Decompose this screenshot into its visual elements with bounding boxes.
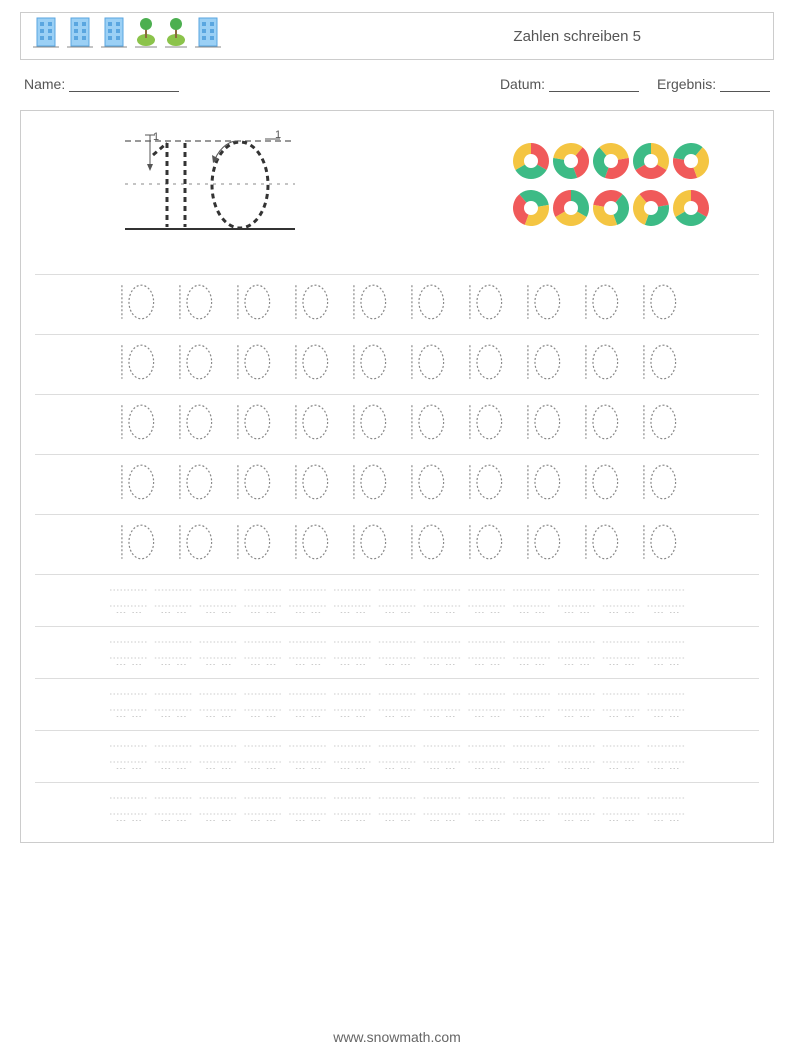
trace-digit[interactable] (172, 402, 216, 442)
trace-digit[interactable] (346, 402, 390, 442)
trace-digit[interactable] (636, 462, 680, 502)
trace-digit[interactable] (404, 462, 448, 502)
trace-digit[interactable] (230, 522, 274, 562)
trace-digit[interactable] (520, 402, 564, 442)
stroke-diagram: 1 1 (105, 129, 305, 244)
worksheet-title: Zahlen schreiben 5 (513, 28, 761, 45)
trace-digit[interactable] (172, 522, 216, 562)
trace-digit[interactable] (230, 342, 274, 382)
trace-digit[interactable] (230, 462, 274, 502)
trace-digit[interactable] (520, 522, 564, 562)
practice-row-small (35, 678, 759, 730)
date-blank[interactable] (549, 78, 639, 92)
footer-url: www.snowmath.com (0, 1029, 794, 1045)
trace-digit[interactable] (346, 462, 390, 502)
trace-digit[interactable] (404, 402, 448, 442)
svg-text:1: 1 (153, 131, 159, 143)
donut-counter-icon (513, 190, 549, 226)
tree-1-icon (135, 14, 157, 48)
trace-digit[interactable] (346, 282, 390, 322)
donut-counters (513, 143, 709, 231)
building-3-icon (101, 14, 127, 48)
header-box: Zahlen schreiben 5 (20, 12, 774, 60)
donut-counter-icon (593, 190, 629, 226)
trace-digit[interactable] (288, 282, 332, 322)
guide-row[interactable] (106, 634, 688, 666)
trace-digit[interactable] (578, 282, 622, 322)
trace-digit[interactable] (346, 522, 390, 562)
practice-row-small (35, 782, 759, 834)
trace-digit[interactable] (230, 282, 274, 322)
donut-counter-icon (673, 190, 709, 226)
practice-row-large (35, 514, 759, 574)
trace-digit[interactable] (114, 342, 158, 382)
donut-counter-icon (593, 143, 629, 179)
practice-row-large (35, 274, 759, 334)
building-4-icon (195, 14, 221, 48)
score-label: Ergebnis: (657, 76, 770, 92)
trace-digit[interactable] (636, 342, 680, 382)
practice-row-large (35, 394, 759, 454)
donut-counter-icon (633, 143, 669, 179)
practice-rows (35, 274, 759, 834)
trace-digit[interactable] (462, 462, 506, 502)
trace-digit[interactable] (462, 402, 506, 442)
name-label: Name: (24, 76, 179, 92)
trace-digit[interactable] (346, 342, 390, 382)
trace-digit[interactable] (404, 342, 448, 382)
trace-digit[interactable] (172, 282, 216, 322)
building-2-icon (67, 14, 93, 48)
name-blank[interactable] (69, 78, 179, 92)
trace-digit[interactable] (288, 522, 332, 562)
building-1-icon (33, 14, 59, 48)
meta-row: Name: Datum: Ergebnis: (24, 76, 770, 92)
trace-digit[interactable] (578, 462, 622, 502)
practice-row-large (35, 454, 759, 514)
trace-digit[interactable] (288, 402, 332, 442)
guide-row[interactable] (106, 686, 688, 718)
trace-digit[interactable] (114, 402, 158, 442)
trace-digit[interactable] (520, 282, 564, 322)
trace-digit[interactable] (636, 522, 680, 562)
guide-row[interactable] (106, 582, 688, 614)
worksheet-area: 1 1 (20, 110, 774, 843)
trace-digit[interactable] (520, 342, 564, 382)
donut-counter-icon (513, 143, 549, 179)
trace-digit[interactable] (404, 522, 448, 562)
trace-digit[interactable] (172, 342, 216, 382)
donut-counter-icon (553, 190, 589, 226)
trace-digit[interactable] (288, 342, 332, 382)
trace-digit[interactable] (114, 462, 158, 502)
practice-row-small (35, 574, 759, 626)
trace-digit[interactable] (462, 522, 506, 562)
score-blank[interactable] (720, 78, 770, 92)
trace-digit[interactable] (462, 342, 506, 382)
trace-digit[interactable] (288, 462, 332, 502)
trace-digit[interactable] (636, 282, 680, 322)
trace-digit[interactable] (404, 282, 448, 322)
donut-counter-icon (633, 190, 669, 226)
trace-digit[interactable] (578, 402, 622, 442)
trace-digit[interactable] (462, 282, 506, 322)
guide-row[interactable] (106, 738, 688, 770)
trace-digit[interactable] (114, 282, 158, 322)
trace-digit[interactable] (578, 342, 622, 382)
tree-2-icon (165, 14, 187, 48)
donut-counter-icon (673, 143, 709, 179)
trace-digit[interactable] (114, 522, 158, 562)
trace-digit[interactable] (636, 402, 680, 442)
trace-digit[interactable] (520, 462, 564, 502)
trace-digit[interactable] (230, 402, 274, 442)
practice-row-small (35, 730, 759, 782)
guide-row[interactable] (106, 790, 688, 822)
trace-digit[interactable] (172, 462, 216, 502)
practice-row-small (35, 626, 759, 678)
date-label: Datum: (500, 76, 639, 92)
practice-row-large (35, 334, 759, 394)
trace-digit[interactable] (578, 522, 622, 562)
svg-text:1: 1 (275, 129, 281, 141)
donut-counter-icon (553, 143, 589, 179)
header-icons (33, 13, 221, 59)
